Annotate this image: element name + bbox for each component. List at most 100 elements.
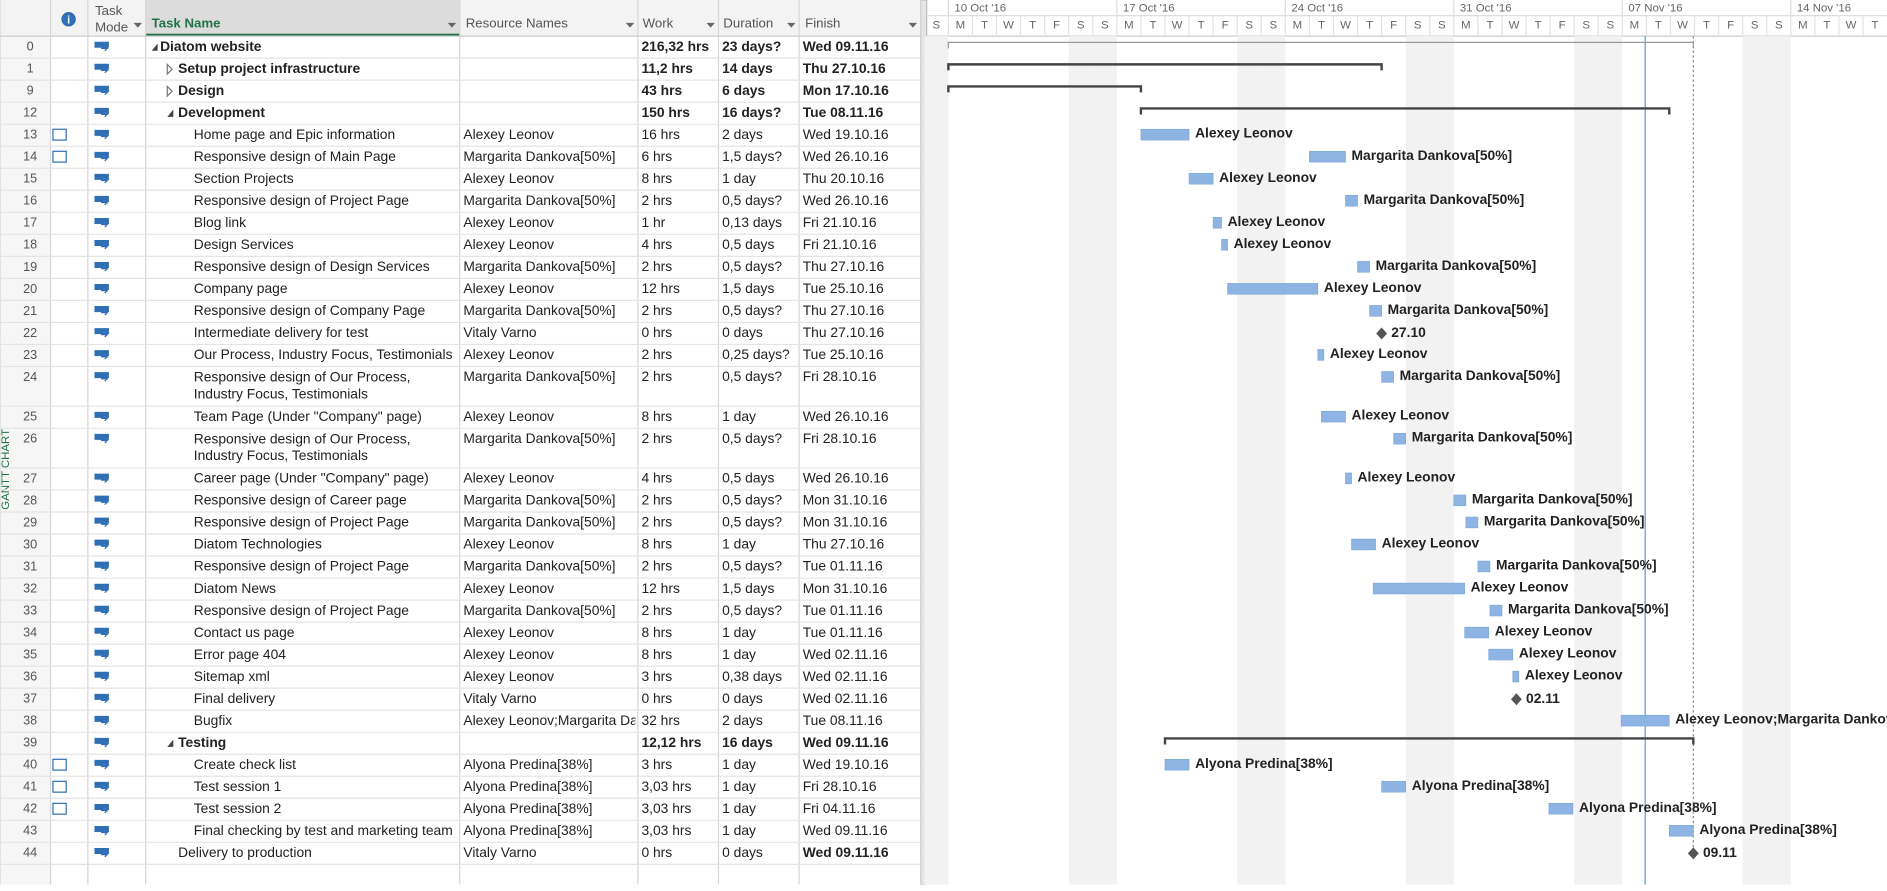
task-bar[interactable] [1345,472,1352,485]
row-id: 39 [23,736,37,750]
collapse-toggle[interactable] [167,109,174,117]
calendar-indicator [52,802,67,815]
task-name[interactable]: Sitemap xml [194,668,270,684]
task-bar[interactable] [1140,128,1190,141]
task-bar[interactable] [1317,349,1325,361]
task-bar[interactable] [1381,781,1406,793]
task-bar[interactable] [1488,648,1514,661]
task-bar[interactable] [1372,582,1465,595]
task-name[interactable]: Responsive design of Our Process, Indust… [194,430,415,463]
task-name[interactable]: Create check list [194,756,296,772]
task-name[interactable]: Responsive design of Project Page [194,558,410,574]
summary-bar [947,63,1383,71]
column-header[interactable]: Task Mode [95,2,128,34]
column-header[interactable]: Task Name [152,16,221,31]
task-bar[interactable] [1477,560,1491,573]
task-name[interactable]: Error page 404 [194,646,287,662]
task-name[interactable]: Diatom Technologies [194,536,322,552]
task-name[interactable]: Diatom News [194,580,276,596]
column-filter-arrow[interactable] [447,22,457,28]
task-bar[interactable] [1548,803,1574,815]
task-name[interactable]: Responsive design of Design Services [194,258,430,274]
column-header[interactable]: Finish [805,16,840,31]
task-name[interactable]: Development [178,104,265,120]
task-bar[interactable] [1164,758,1190,771]
task-name[interactable]: Diatom website [160,38,262,54]
column-header[interactable]: Resource Names [466,16,569,31]
task-bar[interactable] [1489,604,1503,617]
duration: 0,5 days? [722,192,782,208]
task-bar[interactable] [1465,516,1479,529]
task-name[interactable]: Design Services [194,236,294,252]
task-name[interactable]: Responsive design of Project Page [194,514,410,530]
task-name[interactable]: Responsive design of Main Page [194,148,396,164]
task-name[interactable]: Delivery to production [178,844,312,860]
task-name[interactable]: Test session 1 [194,778,282,794]
expand-toggle[interactable] [166,62,173,76]
bar-resource-label: Margarita Dankova[50%] [1388,301,1549,317]
column-filter-arrow[interactable] [133,22,143,28]
row-id: 36 [23,670,37,684]
task-bar[interactable] [1357,261,1370,273]
task-bar[interactable] [1512,670,1520,683]
task-bar[interactable] [1188,173,1214,185]
task-name[interactable]: Blog link [194,214,246,230]
task-name[interactable]: Responsive design of Our Process, Indust… [194,368,415,401]
task-name[interactable]: Final delivery [194,690,276,706]
task-name[interactable]: Responsive design of Career page [194,492,407,508]
collapse-toggle[interactable] [167,739,174,747]
task-name[interactable]: Intermediate delivery for test [194,324,369,340]
milestone[interactable] [1510,693,1522,706]
task-name[interactable]: Bugfix [194,712,233,728]
column-header[interactable]: Duration [723,16,773,31]
column-filter-arrow[interactable] [706,22,715,28]
task-bar[interactable] [1369,305,1382,317]
task-bar[interactable] [1212,217,1222,229]
task-name[interactable]: Final checking by test and marketing tea… [194,822,453,838]
task-bar[interactable] [1221,239,1228,251]
resource-names: Margarita Dankova[50%] [463,148,615,164]
task-bar[interactable] [1393,432,1406,445]
milestone[interactable] [1376,327,1388,340]
task-name[interactable]: Setup project infrastructure [178,60,360,76]
expand-toggle[interactable] [166,84,173,98]
task-bar[interactable] [1321,410,1346,423]
task-bar[interactable] [1227,283,1319,295]
task-bar[interactable] [1464,626,1490,639]
task-name[interactable]: Our Process, Industry Focus, Testimonial… [194,346,453,362]
task-name[interactable]: Career page (Under "Company" page) [194,470,429,486]
day-label: W [1509,19,1520,31]
task-mode-icon [94,847,109,858]
task-name[interactable]: Testing [178,734,226,750]
task-name[interactable]: Team Page (Under "Company" page) [194,408,422,424]
day-label: M [1293,19,1303,31]
task-bar[interactable] [1351,538,1376,551]
column-filter-arrow[interactable] [787,22,796,28]
task-bar[interactable] [1309,150,1346,163]
task-name[interactable]: Responsive design of Project Page [194,602,410,618]
task-mode-icon [94,350,109,360]
task-name[interactable]: Home page and Epic information [194,126,395,142]
week-label: 31 Oct '16 [1460,2,1512,14]
task-bar[interactable] [1668,825,1694,837]
task-name[interactable]: Responsive design of Company Page [194,302,426,318]
task-name[interactable]: Company page [194,280,288,296]
column-filter-arrow[interactable] [908,22,918,28]
task-name[interactable]: Section Projects [194,170,294,186]
finish: Fri 21.10.16 [803,236,877,252]
column-header[interactable]: Work [643,16,674,31]
milestone[interactable] [1687,847,1699,860]
task-name[interactable]: Responsive design of Project Page [194,192,410,208]
row-id: 40 [23,758,37,772]
task-bar[interactable] [1345,195,1358,207]
task-name[interactable]: Design [178,82,224,98]
task-bar[interactable] [1453,494,1467,507]
column-filter-arrow[interactable] [625,22,635,28]
day-label: F [1559,19,1566,31]
collapse-toggle[interactable] [151,43,158,51]
duration: 0,5 days? [722,514,782,530]
task-bar[interactable] [1381,371,1394,383]
task-bar[interactable] [1620,714,1670,727]
task-name[interactable]: Contact us page [194,624,295,640]
task-name[interactable]: Test session 2 [194,800,282,816]
